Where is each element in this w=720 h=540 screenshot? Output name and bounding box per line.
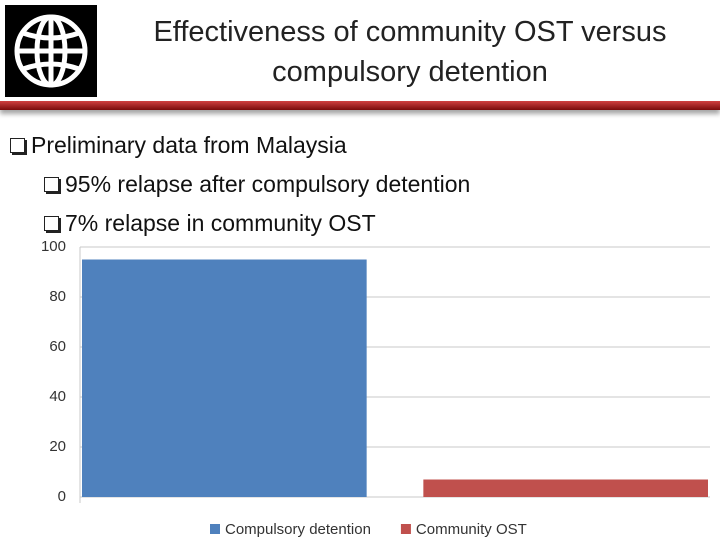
- bullet: 7% relapse in community OST: [44, 210, 376, 237]
- bullet-text: Preliminary data from Malaysia: [31, 132, 347, 158]
- y-tick-label: 40: [49, 388, 66, 405]
- bar: [423, 479, 708, 497]
- bar: [82, 259, 367, 497]
- bullet-text: 95% relapse after compulsory detention: [65, 171, 471, 197]
- y-tick-label: 0: [58, 488, 66, 505]
- y-tick-label: 20: [49, 438, 66, 455]
- y-tick-label: 60: [49, 338, 66, 355]
- legend-label: Community OST: [416, 521, 527, 538]
- bullet: 95% relapse after compulsory detention: [44, 171, 470, 198]
- slide-title: Effectiveness of community OST versus co…: [153, 16, 667, 88]
- legend-swatch: [400, 524, 411, 534]
- legend-swatch: [210, 524, 220, 534]
- header-rule: [0, 101, 720, 110]
- y-tick-label: 80: [49, 288, 66, 305]
- y-tick-label: 100: [41, 238, 66, 255]
- logo: [5, 5, 97, 97]
- bullet: Preliminary data from Malaysia: [10, 132, 347, 159]
- globe-icon: [14, 14, 88, 88]
- bullet-text: 7% relapse in community OST: [65, 210, 376, 236]
- legend-label: Compulsory detention: [225, 521, 371, 538]
